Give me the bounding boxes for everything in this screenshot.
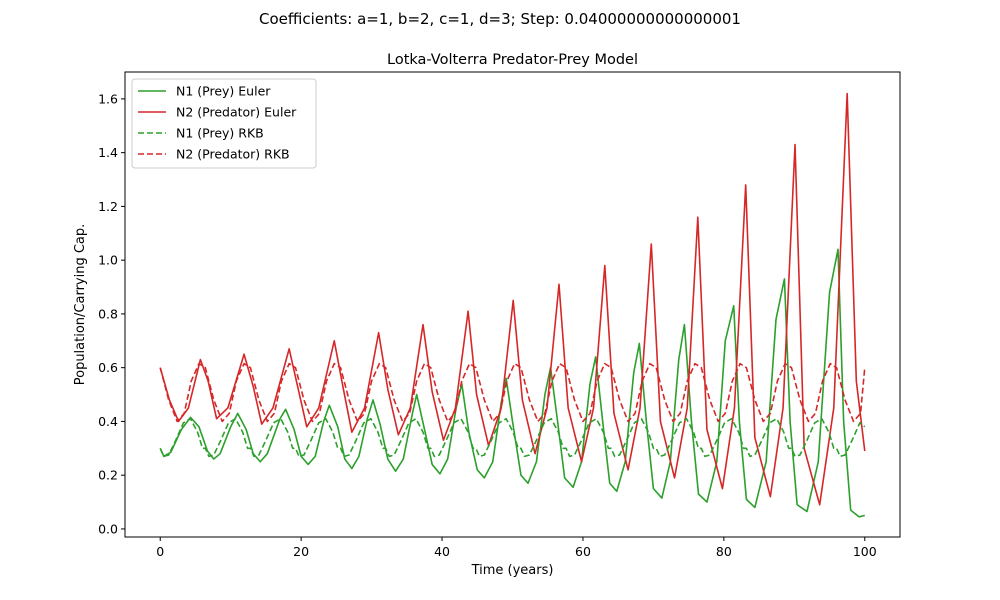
plot-lines <box>159 92 866 518</box>
x-axis: 0 20 40 60 80 100 <box>156 537 877 559</box>
figure-suptitle: Coefficients: a=1, b=2, c=1, d=3; Step: … <box>259 10 741 28</box>
series-line-0 <box>159 248 865 518</box>
legend: N1 (Prey) Euler N2 (Predator) Euler N1 (Pr… <box>131 78 317 169</box>
y-tick-label: 1.2 <box>98 199 118 214</box>
y-tick-label: 1.6 <box>98 91 118 106</box>
y-tick-label: 0.4 <box>98 414 118 429</box>
legend-label-3: N2 (Predator) RKB <box>176 147 290 162</box>
legend-box <box>131 78 317 169</box>
y-axis-label: Population/Carrying Cap. <box>73 224 88 386</box>
x-tick-label: 20 <box>293 544 309 559</box>
y-tick-label: 0.2 <box>98 468 118 483</box>
y-tick-label: 0.8 <box>98 306 118 321</box>
y-tick-label: 0.0 <box>98 521 118 536</box>
plot-area-frame <box>124 71 901 538</box>
series-line-3 <box>159 362 866 423</box>
y-tick-label: 1.4 <box>98 145 118 160</box>
y-tick-label: 0.6 <box>98 360 118 375</box>
legend-label-0: N1 (Prey) Euler <box>176 84 271 99</box>
x-tick-label: 40 <box>434 544 450 559</box>
x-tick-label: 80 <box>716 544 732 559</box>
x-tick-label: 100 <box>853 544 877 559</box>
x-axis-label: Time (years) <box>471 563 554 578</box>
chart-title: Lotka-Volterra Predator-Prey Model <box>387 52 638 68</box>
x-tick-label: 0 <box>156 544 164 559</box>
legend-label-1: N2 (Predator) Euler <box>176 105 297 120</box>
legend-label-2: N1 (Prey) RKB <box>176 126 264 141</box>
x-tick-label: 60 <box>575 544 591 559</box>
series-line-2 <box>159 417 866 458</box>
y-axis: 0.0 0.2 0.4 0.6 0.8 1.0 1.2 1.4 1.6 <box>98 91 125 536</box>
y-tick-label: 1.0 <box>98 253 118 268</box>
